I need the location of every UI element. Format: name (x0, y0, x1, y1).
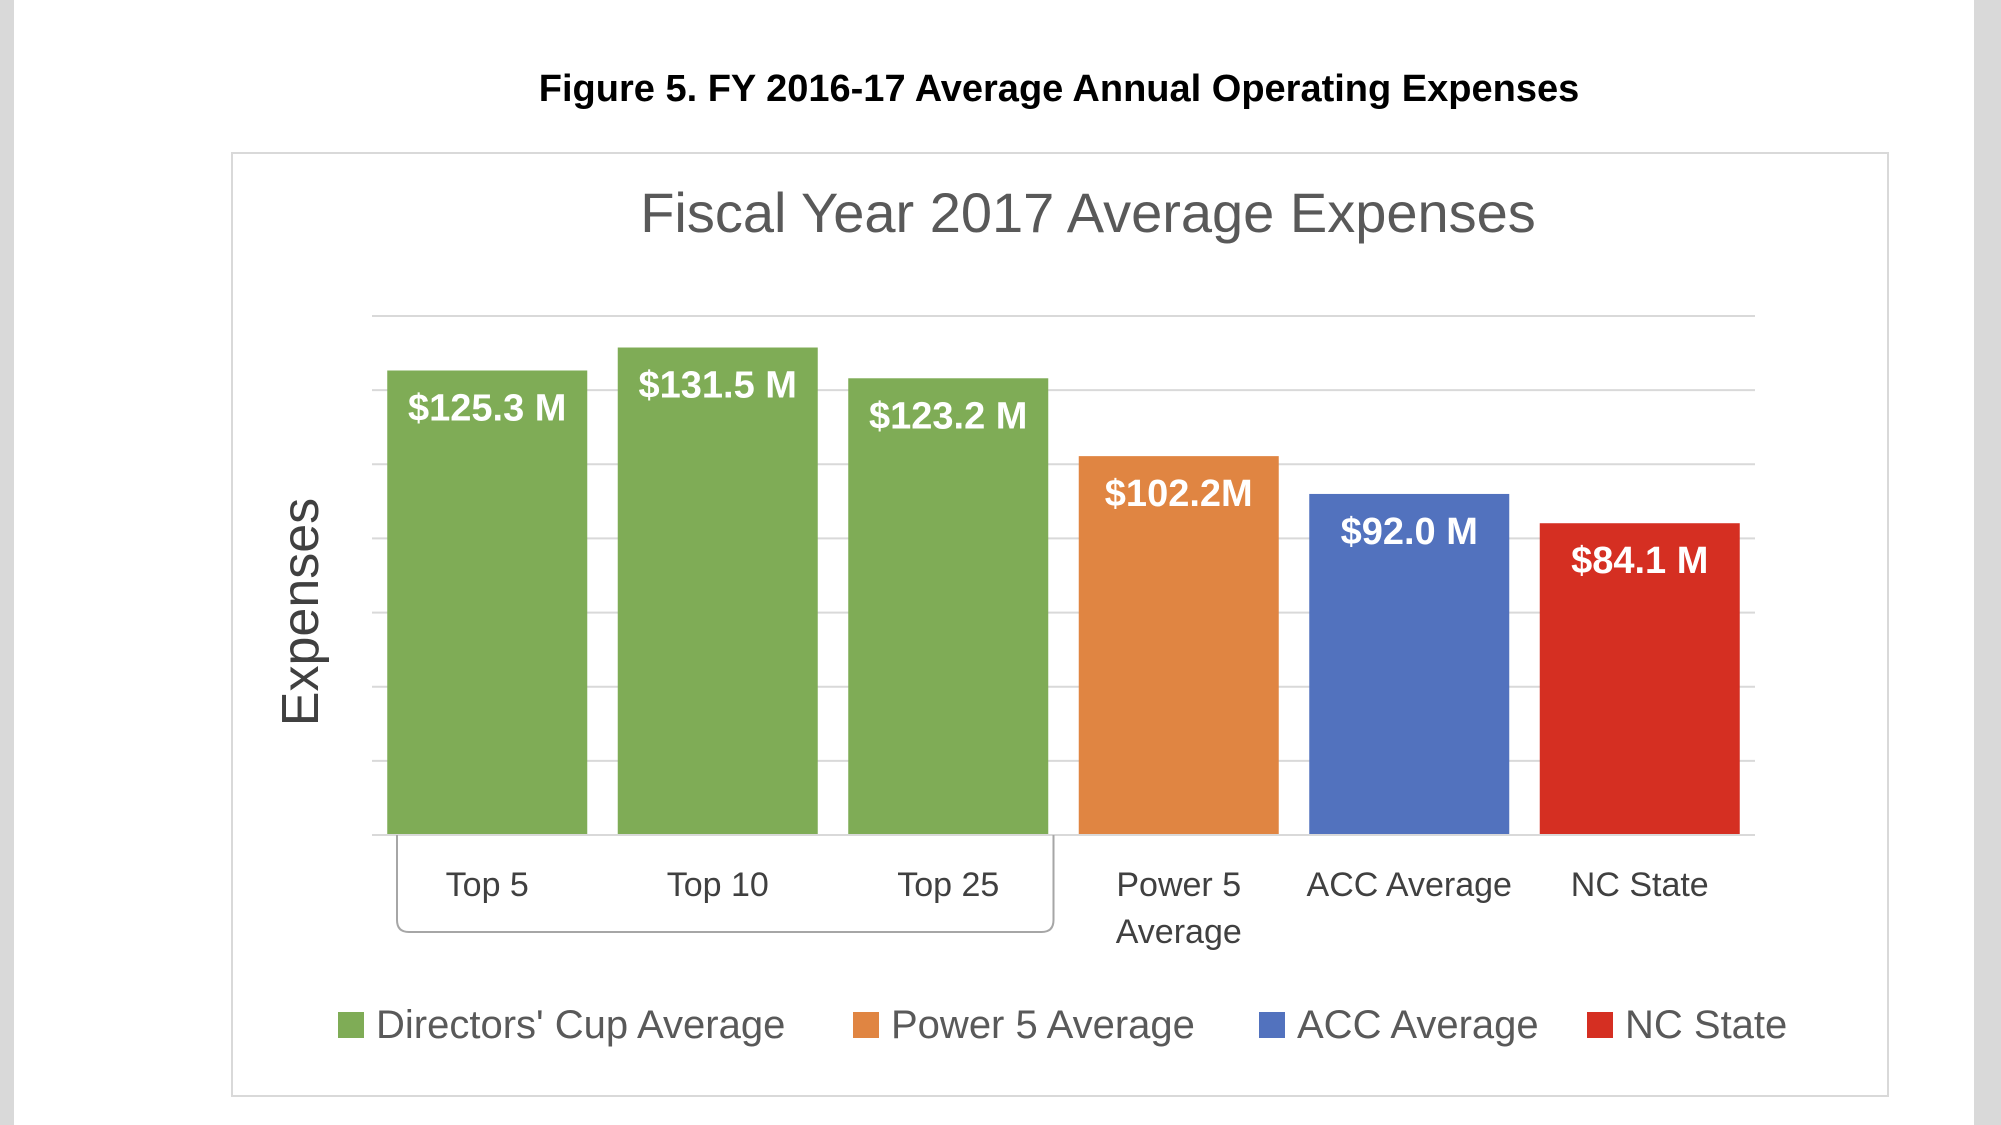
bar (617, 347, 818, 835)
x-tick-label: Top 10 (667, 866, 769, 904)
bar-data-label: $123.2 M (869, 395, 1027, 437)
legend-label: Power 5 Average (891, 1003, 1195, 1047)
bar (1309, 493, 1510, 835)
bar-data-label: $131.5 M (639, 365, 797, 407)
legend-label: Directors' Cup Average (376, 1003, 785, 1047)
figure-title: Figure 5. FY 2016-17 Average Annual Oper… (538, 68, 1580, 110)
bar-data-label: $125.3 M (408, 387, 566, 429)
x-tick-label: Power 5 (1116, 866, 1241, 904)
legend-label: ACC Average (1297, 1003, 1539, 1047)
bar-data-label: $84.1 M (1571, 540, 1708, 582)
category-group-bracket (396, 835, 1055, 933)
x-tick-label: Top 5 (446, 866, 529, 904)
legend-swatch (1259, 1012, 1285, 1038)
bar-data-label: $102.2M (1105, 473, 1253, 515)
legend-swatch (338, 1012, 364, 1038)
x-tick-label: ACC Average (1307, 866, 1512, 904)
bar (848, 378, 1049, 835)
bar (1078, 456, 1279, 835)
legend-swatch (853, 1012, 879, 1038)
y-axis-label: Expenses (272, 498, 330, 726)
x-tick-label: Average (1116, 913, 1242, 951)
x-tick-label: Top 25 (897, 866, 999, 904)
x-tick-label: NC State (1571, 866, 1709, 904)
chart-title: Fiscal Year 2017 Average Expenses (640, 181, 1536, 244)
bar (387, 370, 588, 835)
bar (1539, 523, 1740, 835)
legend-swatch (1587, 1012, 1613, 1038)
bar-data-label: $92.0 M (1341, 511, 1478, 553)
legend-label: NC State (1625, 1003, 1787, 1047)
